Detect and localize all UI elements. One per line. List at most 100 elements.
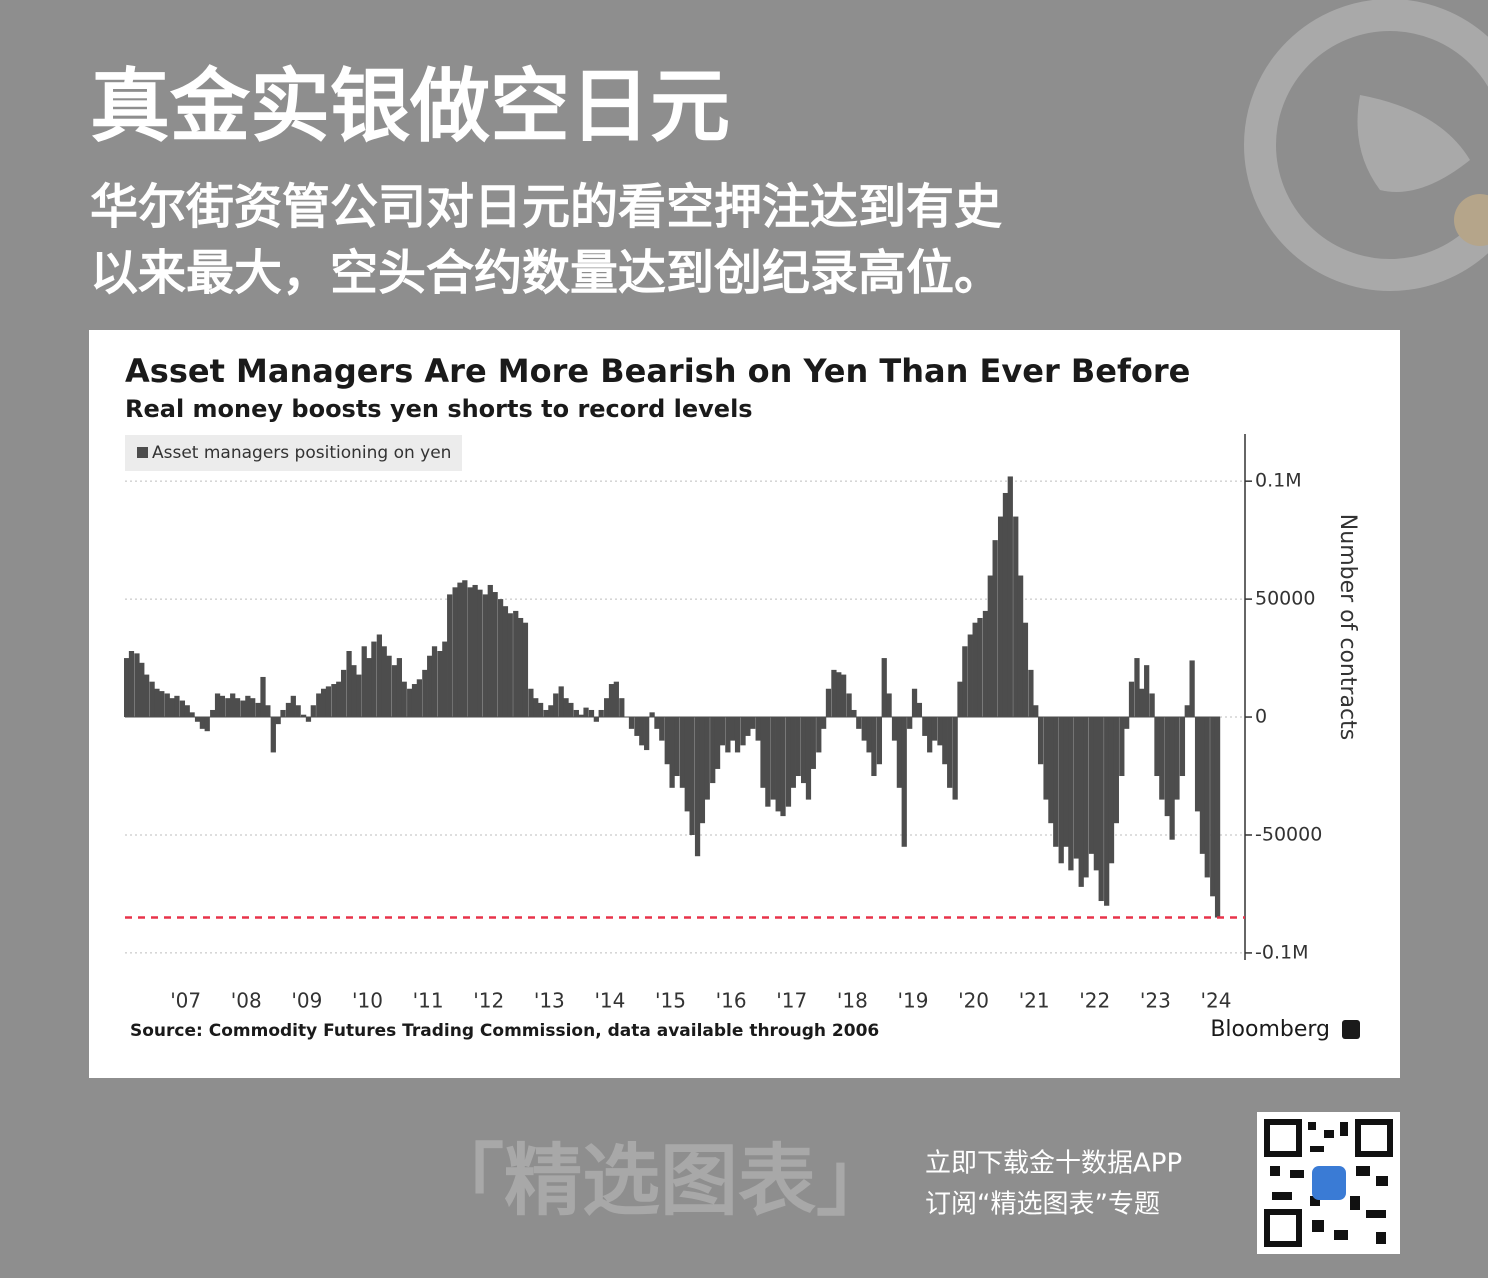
bar xyxy=(750,717,756,729)
y-tick-label: -50000 xyxy=(1255,823,1322,845)
bar xyxy=(533,698,539,718)
bar xyxy=(881,658,887,718)
bar xyxy=(214,693,221,718)
bar xyxy=(694,717,701,857)
bar xyxy=(548,705,554,718)
bar xyxy=(725,717,731,753)
bar xyxy=(911,688,918,718)
bar xyxy=(164,693,170,718)
bar xyxy=(790,717,796,788)
bar xyxy=(1164,717,1170,817)
bar xyxy=(234,698,241,718)
x-tick-label: '19 xyxy=(897,989,928,1013)
bar xyxy=(679,717,686,788)
bar xyxy=(1043,717,1049,800)
bar xyxy=(1134,658,1140,718)
bar xyxy=(916,702,923,718)
bar xyxy=(346,651,352,718)
bar xyxy=(1184,705,1190,718)
bar xyxy=(775,717,781,812)
bar xyxy=(876,717,883,765)
bar xyxy=(674,717,680,777)
bar xyxy=(1124,717,1130,729)
bar xyxy=(537,702,544,718)
bar xyxy=(937,717,943,746)
x-tick-label: '16 xyxy=(716,989,747,1013)
bar xyxy=(1113,717,1119,824)
bar xyxy=(593,717,599,722)
bar xyxy=(396,658,402,718)
x-tick-label: '15 xyxy=(655,989,686,1013)
y-axis-label: Number of contracts xyxy=(1335,514,1360,740)
x-tick-label: '24 xyxy=(1201,989,1232,1013)
bar xyxy=(320,688,327,718)
x-tick-label: '08 xyxy=(231,989,262,1013)
bar xyxy=(1033,705,1039,718)
bar xyxy=(149,681,155,718)
bar xyxy=(861,717,867,741)
bar xyxy=(381,646,387,718)
bar xyxy=(351,665,357,718)
bar xyxy=(684,717,690,812)
bar xyxy=(219,695,226,718)
bar xyxy=(699,717,706,824)
bar xyxy=(361,646,367,718)
bar xyxy=(325,686,332,718)
source: Source: Commodity Futures Trading Commis… xyxy=(130,1021,879,1041)
bar xyxy=(992,540,998,718)
bar xyxy=(770,717,776,800)
bar xyxy=(730,717,736,741)
legend-swatch xyxy=(137,447,148,458)
bar xyxy=(886,693,892,718)
bar xyxy=(780,717,786,817)
bar xyxy=(139,662,145,718)
bar xyxy=(295,705,301,718)
bar xyxy=(210,709,216,718)
bar xyxy=(189,712,195,718)
bar xyxy=(907,717,913,729)
bar xyxy=(431,646,438,718)
bar xyxy=(755,717,761,741)
bar xyxy=(997,516,1004,718)
x-tick-label: '21 xyxy=(1019,989,1050,1013)
bar xyxy=(704,717,710,800)
bar xyxy=(1007,476,1013,718)
bar xyxy=(856,717,862,729)
bar xyxy=(568,702,574,718)
bar xyxy=(437,651,443,718)
bar xyxy=(371,641,377,718)
bar xyxy=(831,669,837,718)
bar xyxy=(265,705,271,718)
bar xyxy=(1149,693,1155,718)
bar xyxy=(1048,717,1054,824)
bar xyxy=(714,717,721,769)
x-tick-label: '22 xyxy=(1079,989,1110,1013)
bar xyxy=(795,717,801,777)
bar xyxy=(846,693,852,718)
bar xyxy=(659,717,665,741)
footer-line: 立即下载金十数据APP xyxy=(925,1149,1182,1179)
bar xyxy=(336,681,342,718)
bar xyxy=(578,714,584,718)
footer-line: 订阅“精选图表”专题 xyxy=(925,1190,1160,1220)
bar xyxy=(1078,717,1084,887)
bar xyxy=(1210,717,1216,897)
x-tick-label: '17 xyxy=(776,989,807,1013)
bar xyxy=(1073,717,1079,859)
plot: 0.1M 50000 0 -50000 -0.1M Number of contracts… xyxy=(124,434,1360,1013)
bar xyxy=(598,709,604,718)
bar xyxy=(401,681,407,718)
bar xyxy=(1159,717,1165,800)
bar xyxy=(386,655,392,718)
bar xyxy=(836,672,842,718)
bar xyxy=(967,634,973,718)
bar xyxy=(785,717,792,807)
bar xyxy=(199,717,206,729)
bar xyxy=(513,610,519,718)
bar xyxy=(825,688,832,718)
bar xyxy=(654,717,660,729)
bar xyxy=(1174,717,1180,800)
bar xyxy=(305,717,312,722)
bar xyxy=(316,693,322,718)
bar xyxy=(159,691,165,718)
